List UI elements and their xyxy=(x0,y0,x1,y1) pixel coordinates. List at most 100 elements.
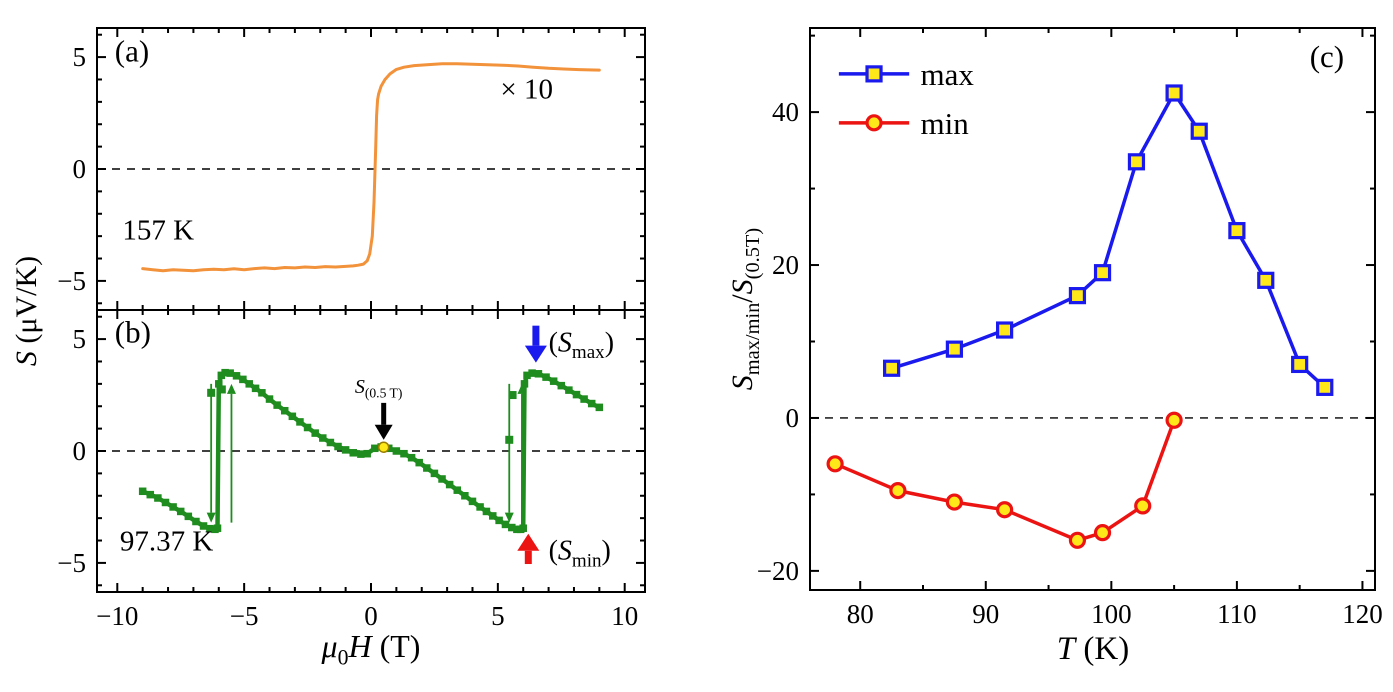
x-tick-label: −10 xyxy=(96,601,138,631)
data-point xyxy=(523,371,531,380)
data-point xyxy=(461,492,469,500)
data-point xyxy=(580,395,588,403)
data-point xyxy=(508,523,516,532)
smin-label: (Smin) xyxy=(549,536,611,572)
legend-marker xyxy=(865,65,883,83)
data-point xyxy=(303,423,312,432)
series-line xyxy=(140,370,602,532)
series-line xyxy=(833,418,1176,543)
y-tick-label: 40 xyxy=(772,97,799,127)
data-point xyxy=(206,524,214,533)
data-point xyxy=(542,373,550,381)
smax-label: (Smax) xyxy=(549,327,614,363)
data-point xyxy=(438,475,446,483)
left-x-axis-label: μ0H (T) xyxy=(321,628,421,670)
data-point xyxy=(1127,153,1146,171)
data-point xyxy=(217,371,226,380)
y-tick-label: 0 xyxy=(73,436,87,466)
data-point xyxy=(251,384,260,393)
plot-box xyxy=(809,27,1376,591)
data-point xyxy=(468,497,477,506)
y-tick-label: 20 xyxy=(772,250,799,280)
data-point xyxy=(489,512,497,520)
data-point xyxy=(1134,497,1152,515)
panel-b: −10 −5 0 5 10 −5 0 5 (b) 97.37 K S(0.5 T) (Smax) (Sm… xyxy=(57,309,646,631)
x-tick-label: 80 xyxy=(847,599,874,629)
data-point xyxy=(1228,222,1246,240)
data-point xyxy=(371,444,379,453)
data-point xyxy=(154,494,162,502)
data-point xyxy=(945,340,963,358)
data-point xyxy=(519,524,527,532)
data-point xyxy=(513,525,521,534)
data-point xyxy=(407,453,416,462)
y-tick-label: 0 xyxy=(73,154,87,184)
smax-arrow-head xyxy=(524,345,547,363)
x-tick-label: 90 xyxy=(972,599,999,629)
y-tick-label: 5 xyxy=(73,42,87,72)
data-point xyxy=(169,503,177,511)
data-point xyxy=(501,520,510,529)
data-point xyxy=(889,481,907,500)
data-point xyxy=(549,377,558,385)
data-point xyxy=(239,375,247,384)
data-point xyxy=(415,458,423,467)
series-min xyxy=(826,411,1183,549)
data-point xyxy=(363,449,371,458)
s05-arrow-head xyxy=(374,424,393,440)
legend-label: max xyxy=(920,57,974,92)
y-tick-label: −5 xyxy=(57,266,86,296)
x-tick-label: 110 xyxy=(1217,599,1257,629)
series-line xyxy=(141,62,601,273)
data-point xyxy=(572,390,581,399)
data-point xyxy=(146,490,155,499)
panel-label: (a) xyxy=(115,34,149,69)
data-point xyxy=(453,486,462,494)
data-point xyxy=(273,401,281,409)
left-y-axis-label: S (μV/K) xyxy=(10,256,43,366)
data-point xyxy=(288,412,297,421)
data-point xyxy=(495,516,503,525)
data-point xyxy=(423,464,431,472)
temp-label: 157 K xyxy=(122,215,194,247)
hysteresis-arrow-head xyxy=(206,512,216,523)
stray-point xyxy=(217,385,226,394)
s05-label: S(0.5 T) xyxy=(355,376,403,402)
data-point xyxy=(482,507,491,516)
data-point xyxy=(138,487,147,496)
data-point xyxy=(445,480,454,489)
data-point xyxy=(520,380,529,388)
hysteresis-arrow-head xyxy=(504,512,514,523)
data-point xyxy=(1165,411,1183,429)
y-tick-label: −20 xyxy=(757,556,799,586)
data-point xyxy=(595,403,604,412)
data-point xyxy=(341,446,350,454)
data-point xyxy=(1165,84,1183,102)
data-point xyxy=(215,380,223,388)
data-point xyxy=(357,450,365,458)
data-point xyxy=(1093,524,1112,542)
hysteresis-arrow-head xyxy=(517,383,527,394)
x-tick-label: 120 xyxy=(1342,599,1383,629)
data-point xyxy=(565,386,573,394)
data-point xyxy=(392,447,401,455)
data-point xyxy=(945,493,963,511)
panel-label: (c) xyxy=(1310,39,1344,74)
data-point xyxy=(1068,531,1087,549)
data-point xyxy=(258,389,266,397)
data-point xyxy=(334,442,342,451)
data-point xyxy=(430,469,439,478)
data-point xyxy=(326,438,335,447)
y-tick-label: −5 xyxy=(57,548,86,578)
legend-marker xyxy=(865,114,883,132)
data-point xyxy=(213,524,222,532)
data-point xyxy=(176,507,185,516)
data-point xyxy=(1291,355,1309,374)
right-y-axis-label: Smax/min/S(0.5T) xyxy=(726,228,764,390)
data-point xyxy=(280,406,289,415)
panel-label: (b) xyxy=(115,314,151,349)
data-point xyxy=(245,380,253,388)
data-point xyxy=(349,449,357,457)
data-point xyxy=(319,434,327,442)
